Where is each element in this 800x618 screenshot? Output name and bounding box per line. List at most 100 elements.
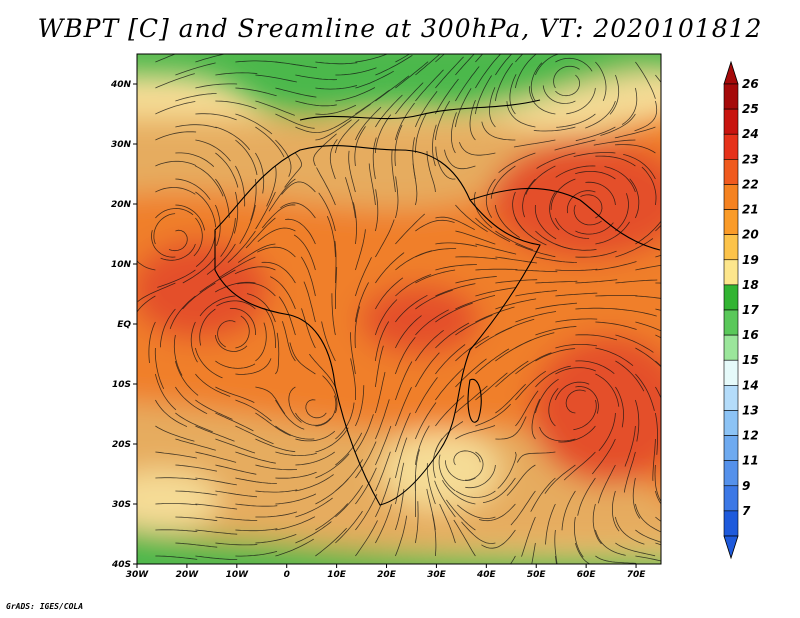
streamline — [566, 87, 596, 115]
streamline — [215, 464, 257, 475]
streamline — [455, 490, 496, 498]
map-plot-area — [137, 54, 661, 564]
y-tick-label: 10N — [111, 260, 132, 270]
streamline — [481, 529, 516, 549]
streamline — [615, 386, 624, 428]
streamline — [445, 460, 476, 482]
streamline — [175, 93, 217, 102]
streamline — [175, 152, 215, 167]
streamline — [475, 403, 511, 427]
streamline — [155, 425, 195, 442]
streamline — [455, 358, 487, 388]
streamline — [395, 82, 424, 115]
streamline — [215, 386, 255, 403]
streamline — [375, 219, 395, 258]
streamline — [615, 308, 657, 317]
streamline — [155, 477, 198, 481]
x-axis: 30W 20W 10W 0 10E 20E 30E 40E 50E 60E 70E — [126, 564, 646, 580]
streamline — [321, 321, 336, 362]
streamline — [497, 451, 517, 489]
streamline — [155, 187, 196, 195]
y-tick-label: 40S — [111, 560, 131, 570]
streamline — [530, 62, 543, 102]
streamline — [495, 62, 514, 102]
streamline — [435, 344, 466, 375]
streamline — [444, 149, 476, 170]
streamline — [426, 150, 436, 193]
streamline — [635, 264, 661, 271]
streamline — [195, 555, 238, 560]
colorbar-swatch — [723, 410, 739, 436]
streamline — [555, 165, 596, 178]
streamline — [195, 477, 237, 486]
streamline — [275, 516, 316, 531]
streamline — [169, 295, 196, 330]
streamline — [355, 257, 372, 297]
colorbar-label: 25 — [742, 102, 759, 116]
streamline — [235, 528, 278, 532]
streamline — [395, 361, 413, 401]
streamline — [515, 390, 539, 427]
streamline — [550, 178, 576, 210]
colorbar-swatch — [723, 510, 739, 537]
colorbar-label: 7 — [742, 504, 751, 518]
streamline — [375, 504, 392, 544]
streamline — [335, 87, 376, 102]
streamline — [415, 425, 430, 466]
streamline — [195, 113, 237, 121]
streamline — [281, 181, 316, 195]
streamline — [255, 191, 276, 230]
streamline — [516, 451, 556, 463]
streamline — [534, 204, 557, 240]
streamline — [313, 133, 337, 167]
streamline — [498, 152, 536, 174]
colorbar-swatch — [723, 485, 739, 512]
streamline — [175, 386, 208, 415]
colorbar-swatch — [723, 159, 739, 185]
streamline — [335, 67, 377, 76]
streamline — [598, 412, 616, 452]
africa-coastline — [214, 145, 541, 506]
streamline — [375, 277, 404, 310]
streamline — [415, 309, 449, 336]
cold-band-north — [137, 54, 661, 119]
streamline — [295, 474, 334, 492]
streamline — [604, 166, 636, 193]
streamline — [614, 126, 656, 139]
colorbar-swatch — [723, 359, 739, 386]
streamline — [415, 352, 440, 388]
colorbar-label: 15 — [742, 353, 759, 367]
streamline — [415, 501, 419, 544]
streamline — [435, 146, 456, 180]
streamline — [655, 224, 661, 232]
streamline — [375, 54, 413, 76]
streamlines — [137, 54, 661, 564]
streamline — [215, 72, 258, 76]
streamline — [335, 103, 371, 128]
streamline — [575, 360, 615, 375]
streamline — [295, 412, 331, 426]
streamline — [235, 425, 274, 445]
streamline — [137, 295, 156, 313]
streamline — [621, 87, 638, 125]
colorbar-swatch — [723, 108, 739, 135]
streamline — [506, 464, 536, 496]
streamline — [395, 488, 405, 531]
streamline — [597, 464, 616, 504]
streamline — [257, 227, 296, 243]
streamline — [195, 83, 238, 89]
streamline — [318, 192, 336, 232]
streamline — [293, 234, 316, 271]
streamline — [395, 437, 408, 479]
streamline — [475, 268, 518, 271]
streamline — [575, 307, 618, 310]
streamline — [235, 399, 272, 422]
streamline — [255, 152, 265, 194]
streamline — [585, 100, 616, 129]
streamline — [372, 137, 377, 180]
streamline — [495, 230, 533, 251]
streamline — [515, 269, 558, 273]
streamline — [275, 451, 317, 457]
streamline — [250, 178, 257, 221]
streamline — [168, 229, 188, 252]
